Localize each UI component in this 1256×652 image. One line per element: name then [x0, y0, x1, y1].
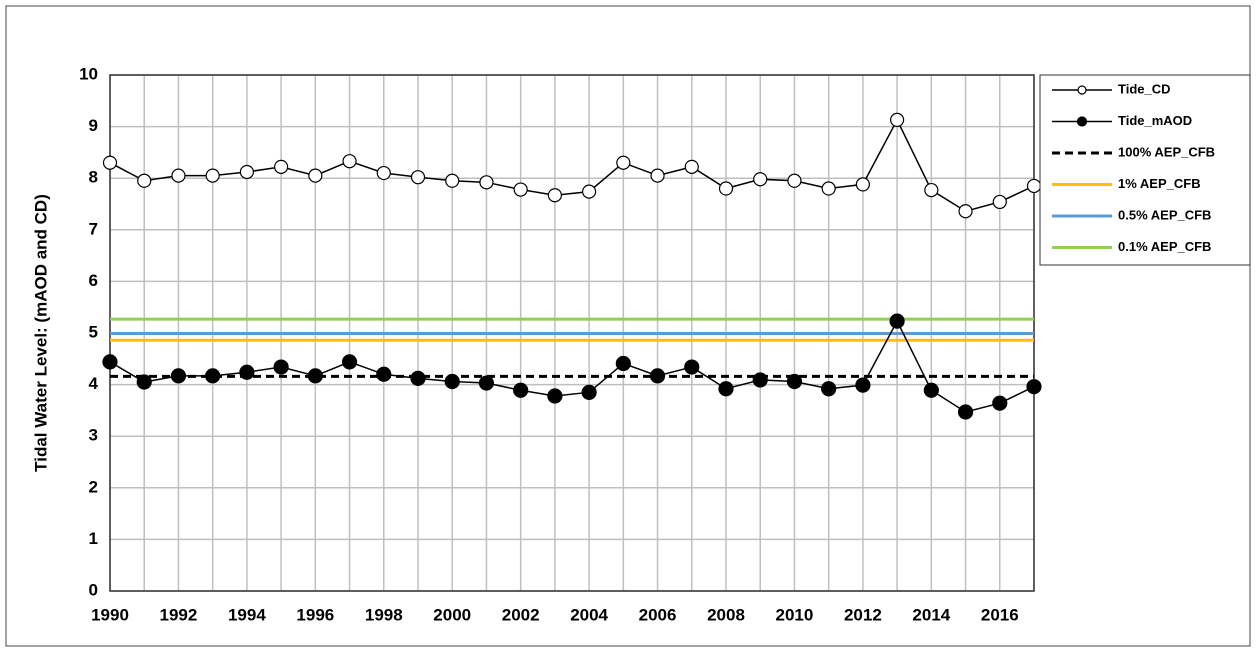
y-tick-label: 1: [89, 529, 98, 548]
data-point: [170, 368, 187, 384]
data-point: [444, 373, 460, 390]
legend-marker: [1077, 85, 1087, 95]
data-point: [136, 374, 152, 390]
y-tick-label: 6: [89, 271, 98, 290]
legend-label: Tide_CD: [1118, 81, 1171, 96]
data-point: [582, 184, 597, 199]
data-point: [581, 384, 597, 400]
x-tick-label: 2012: [844, 605, 882, 624]
x-tick-label: 1996: [296, 605, 334, 624]
data-point: [787, 173, 802, 188]
x-tick-label: 1990: [91, 605, 129, 624]
x-tick-label: 2014: [912, 605, 950, 624]
data-point: [239, 164, 254, 180]
y-tick-label: 7: [89, 219, 98, 238]
data-point: [137, 173, 152, 188]
data-point: [376, 366, 392, 382]
legend-label: 100% AEP_CFB: [1118, 144, 1215, 159]
data-point: [684, 159, 699, 174]
data-point: [684, 359, 700, 375]
data-point: [855, 177, 870, 192]
data-point: [1026, 379, 1042, 395]
data-point: [821, 381, 837, 397]
data-point: [478, 375, 495, 391]
data-point: [752, 372, 768, 388]
data-point: [855, 377, 871, 393]
data-point: [273, 359, 289, 375]
data-point: [513, 382, 529, 398]
data-point: [410, 370, 426, 387]
y-tick-label: 5: [89, 322, 98, 341]
series-line: [109, 319, 1035, 413]
data-point: [479, 175, 494, 190]
x-tick-label: 2002: [502, 605, 540, 624]
data-point: [341, 354, 358, 370]
x-tick-label: 1998: [365, 605, 403, 624]
data-point: [786, 373, 803, 390]
data-point: [239, 364, 255, 380]
data-point: [376, 165, 391, 181]
x-tick-label: 2006: [639, 605, 677, 624]
data-point: [513, 182, 528, 197]
data-point: [102, 155, 118, 170]
data-point: [1026, 178, 1042, 194]
legend-marker: [1076, 116, 1088, 127]
data-point: [718, 181, 734, 196]
y-tick-label: 2: [89, 477, 98, 496]
x-tick-label: 2000: [433, 605, 471, 624]
data-point: [992, 395, 1008, 411]
data-point: [308, 168, 323, 183]
series-line: [109, 118, 1035, 213]
data-point: [616, 155, 631, 170]
data-point: [924, 182, 939, 198]
data-point: [615, 355, 631, 372]
x-tick-label: 1992: [160, 605, 198, 624]
y-tick-label: 9: [89, 116, 98, 135]
data-point: [753, 172, 768, 187]
y-tick-label: 8: [89, 168, 98, 187]
legend-label: 0.5% AEP_CFB: [1118, 207, 1211, 222]
data-point: [821, 181, 836, 196]
data-point: [445, 173, 460, 188]
data-point: [342, 154, 357, 169]
y-tick-label: 10: [79, 64, 98, 83]
data-point: [889, 313, 905, 329]
x-tick-label: 2004: [570, 605, 608, 624]
y-axis-label: Tidal Water Level: (mAOD and CD): [31, 194, 50, 472]
data-point: [102, 354, 118, 370]
data-point: [274, 159, 289, 174]
data-point: [410, 170, 426, 185]
data-point: [171, 168, 186, 183]
y-tick-label: 4: [89, 374, 99, 393]
data-point: [649, 368, 666, 384]
legend-box: [1039, 74, 1251, 266]
x-tick-label: 2008: [707, 605, 745, 624]
y-tick-label: 0: [89, 580, 98, 599]
y-tick-label: 3: [89, 426, 98, 445]
data-point: [547, 388, 563, 404]
data-point: [205, 368, 221, 384]
data-point: [718, 381, 734, 397]
legend-label: 1% AEP_CFB: [1118, 176, 1201, 191]
data-point: [992, 194, 1007, 210]
x-tick-label: 2010: [776, 605, 814, 624]
data-point: [307, 368, 323, 384]
data-point: [547, 188, 562, 203]
data-point: [958, 204, 973, 219]
data-point: [650, 168, 665, 183]
legend-label: 0.1% AEP_CFB: [1118, 239, 1211, 254]
data-point: [957, 404, 974, 420]
data-point: [890, 112, 905, 127]
data-point: [923, 382, 939, 398]
legend-label: Tide_mAOD: [1118, 113, 1192, 128]
data-point: [205, 168, 220, 183]
x-tick-label: 2016: [981, 605, 1019, 624]
x-tick-label: 1994: [228, 605, 266, 624]
